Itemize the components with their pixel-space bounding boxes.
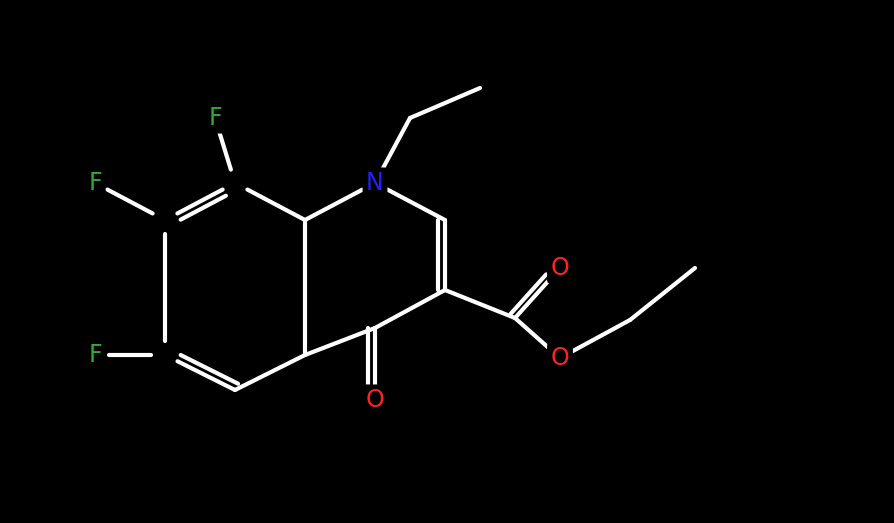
Text: O: O	[550, 346, 569, 370]
Text: F: F	[208, 106, 222, 130]
Text: O: O	[550, 256, 569, 280]
Text: O: O	[366, 388, 384, 412]
Text: F: F	[89, 343, 102, 367]
Text: N: N	[366, 171, 384, 195]
Text: F: F	[89, 171, 102, 195]
